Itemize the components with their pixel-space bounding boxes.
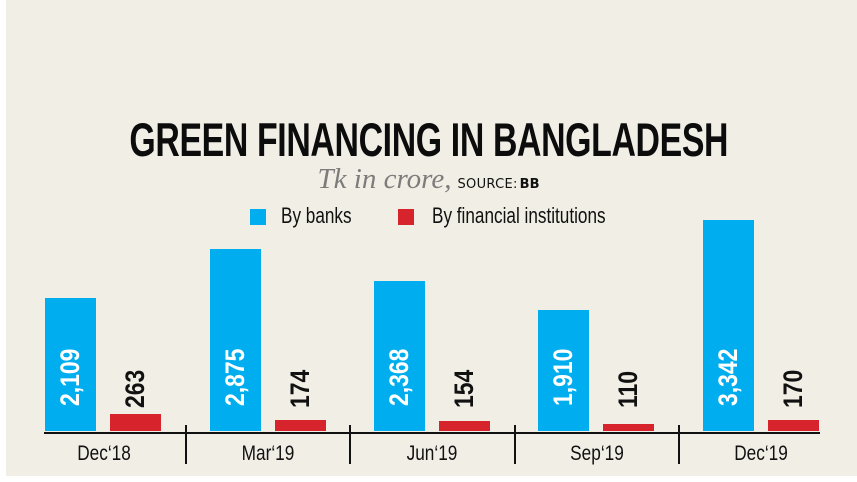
unit-label: Tk in crore,	[317, 163, 452, 195]
legend-swatch-banks	[250, 209, 266, 225]
legend-swatch-fi	[398, 209, 414, 225]
bar-value-label: 263	[119, 369, 150, 408]
bar-value-label: 110	[612, 370, 643, 408]
x-tick-label: Dec‘19	[734, 442, 788, 465]
bar-value-label: 1,910	[547, 348, 578, 406]
x-axis-divider	[514, 425, 516, 464]
x-tick-label: Sep‘19	[570, 442, 624, 465]
chart-subtitle: Tk in crore, SOURCE: BB	[0, 163, 857, 196]
chart-title-text: GREEN FINANCING IN BANGLADESH	[129, 113, 728, 166]
x-axis-divider	[678, 425, 680, 464]
source-label: SOURCE:	[457, 177, 518, 192]
bar-value-label: 154	[448, 369, 479, 408]
bar-financial-institutions	[275, 420, 326, 431]
bar-financial-institutions	[768, 420, 819, 431]
bar-financial-institutions	[439, 421, 490, 431]
bar-banks	[538, 310, 589, 431]
chart-title: GREEN FINANCING IN BANGLADESH	[0, 112, 857, 167]
x-axis-divider	[185, 425, 187, 464]
legend-label-fi: By financial institutions	[432, 203, 606, 228]
source-value: BB	[519, 177, 540, 192]
x-tick-label: Jun‘19	[406, 442, 458, 465]
bar-value-label: 2,368	[383, 348, 414, 406]
bar-financial-institutions	[110, 414, 161, 431]
bar-value-label: 2,875	[219, 348, 250, 406]
bar-banks	[374, 281, 425, 431]
bar-financial-institutions	[603, 424, 654, 431]
bar-value-label: 3,342	[712, 348, 743, 406]
x-axis-divider	[349, 425, 351, 464]
x-tick-label: Mar‘19	[241, 442, 295, 465]
bar-banks	[210, 249, 261, 431]
bar-banks	[703, 220, 754, 431]
bar-banks	[45, 298, 96, 431]
bar-value-label: 2,109	[54, 348, 85, 406]
bar-value-label: 174	[284, 369, 315, 408]
x-tick-label: Dec‘18	[77, 442, 131, 465]
x-axis-line	[44, 432, 820, 434]
bar-value-label: 170	[777, 369, 808, 408]
legend-label-banks: By banks	[281, 203, 352, 228]
